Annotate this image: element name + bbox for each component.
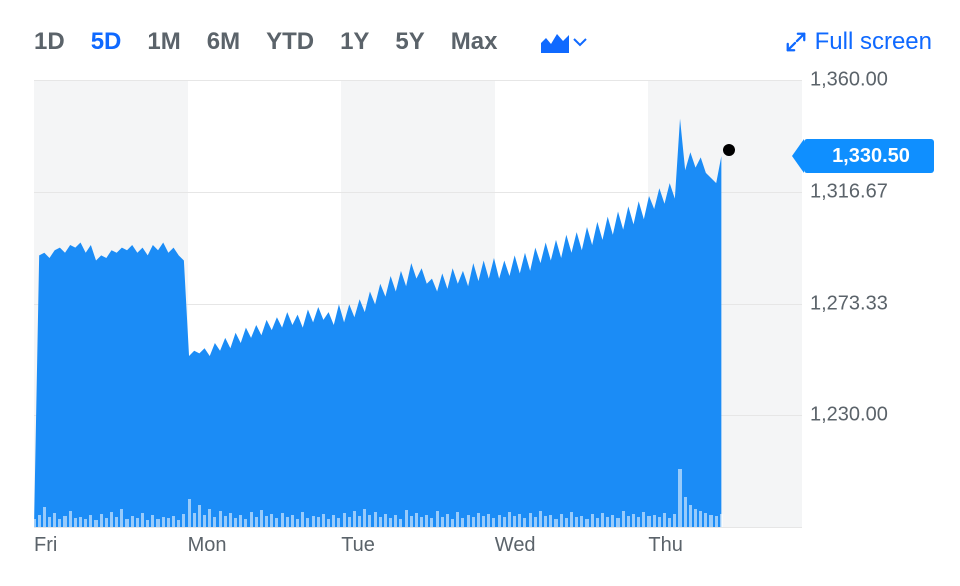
area-chart-icon <box>541 31 569 53</box>
chart-type-button[interactable] <box>541 31 587 53</box>
price-chart[interactable]: 1,230.001,273.331,316.671,360.001,330.50… <box>34 80 932 558</box>
range-tab-1y[interactable]: 1Y <box>340 28 369 56</box>
chevron-down-icon <box>573 37 587 47</box>
range-tab-6m[interactable]: 6M <box>207 28 240 56</box>
last-price-dot <box>723 144 735 156</box>
y-axis-label: 1,316.67 <box>810 180 888 203</box>
x-axis-label: Wed <box>495 534 536 557</box>
x-axis-label: Thu <box>648 534 682 557</box>
range-tab-5y[interactable]: 5Y <box>395 28 424 56</box>
range-tab-5d[interactable]: 5D <box>91 28 122 56</box>
fullscreen-button[interactable]: Full screen <box>785 28 932 56</box>
range-tab-1m[interactable]: 1M <box>147 28 180 56</box>
x-axis-label: Tue <box>341 534 375 557</box>
area-series <box>34 80 802 527</box>
time-range-selector: 1D 5D 1M 6M YTD 1Y 5Y Max <box>34 28 587 56</box>
y-axis-label: 1,360.00 <box>810 69 888 92</box>
fullscreen-label: Full screen <box>815 28 932 56</box>
current-price-value: 1,330.50 <box>832 145 910 168</box>
expand-icon <box>785 31 807 53</box>
x-axis-label: Mon <box>188 534 227 557</box>
volume-bars <box>34 467 802 527</box>
y-axis-label: 1,273.33 <box>810 292 888 315</box>
range-tab-1d[interactable]: 1D <box>34 28 65 56</box>
y-axis-label: 1,230.00 <box>810 404 888 427</box>
range-tab-ytd[interactable]: YTD <box>266 28 314 56</box>
current-price-badge: 1,330.50 <box>804 139 934 173</box>
x-axis-label: Fri <box>34 534 57 557</box>
range-tab-max[interactable]: Max <box>451 28 498 56</box>
